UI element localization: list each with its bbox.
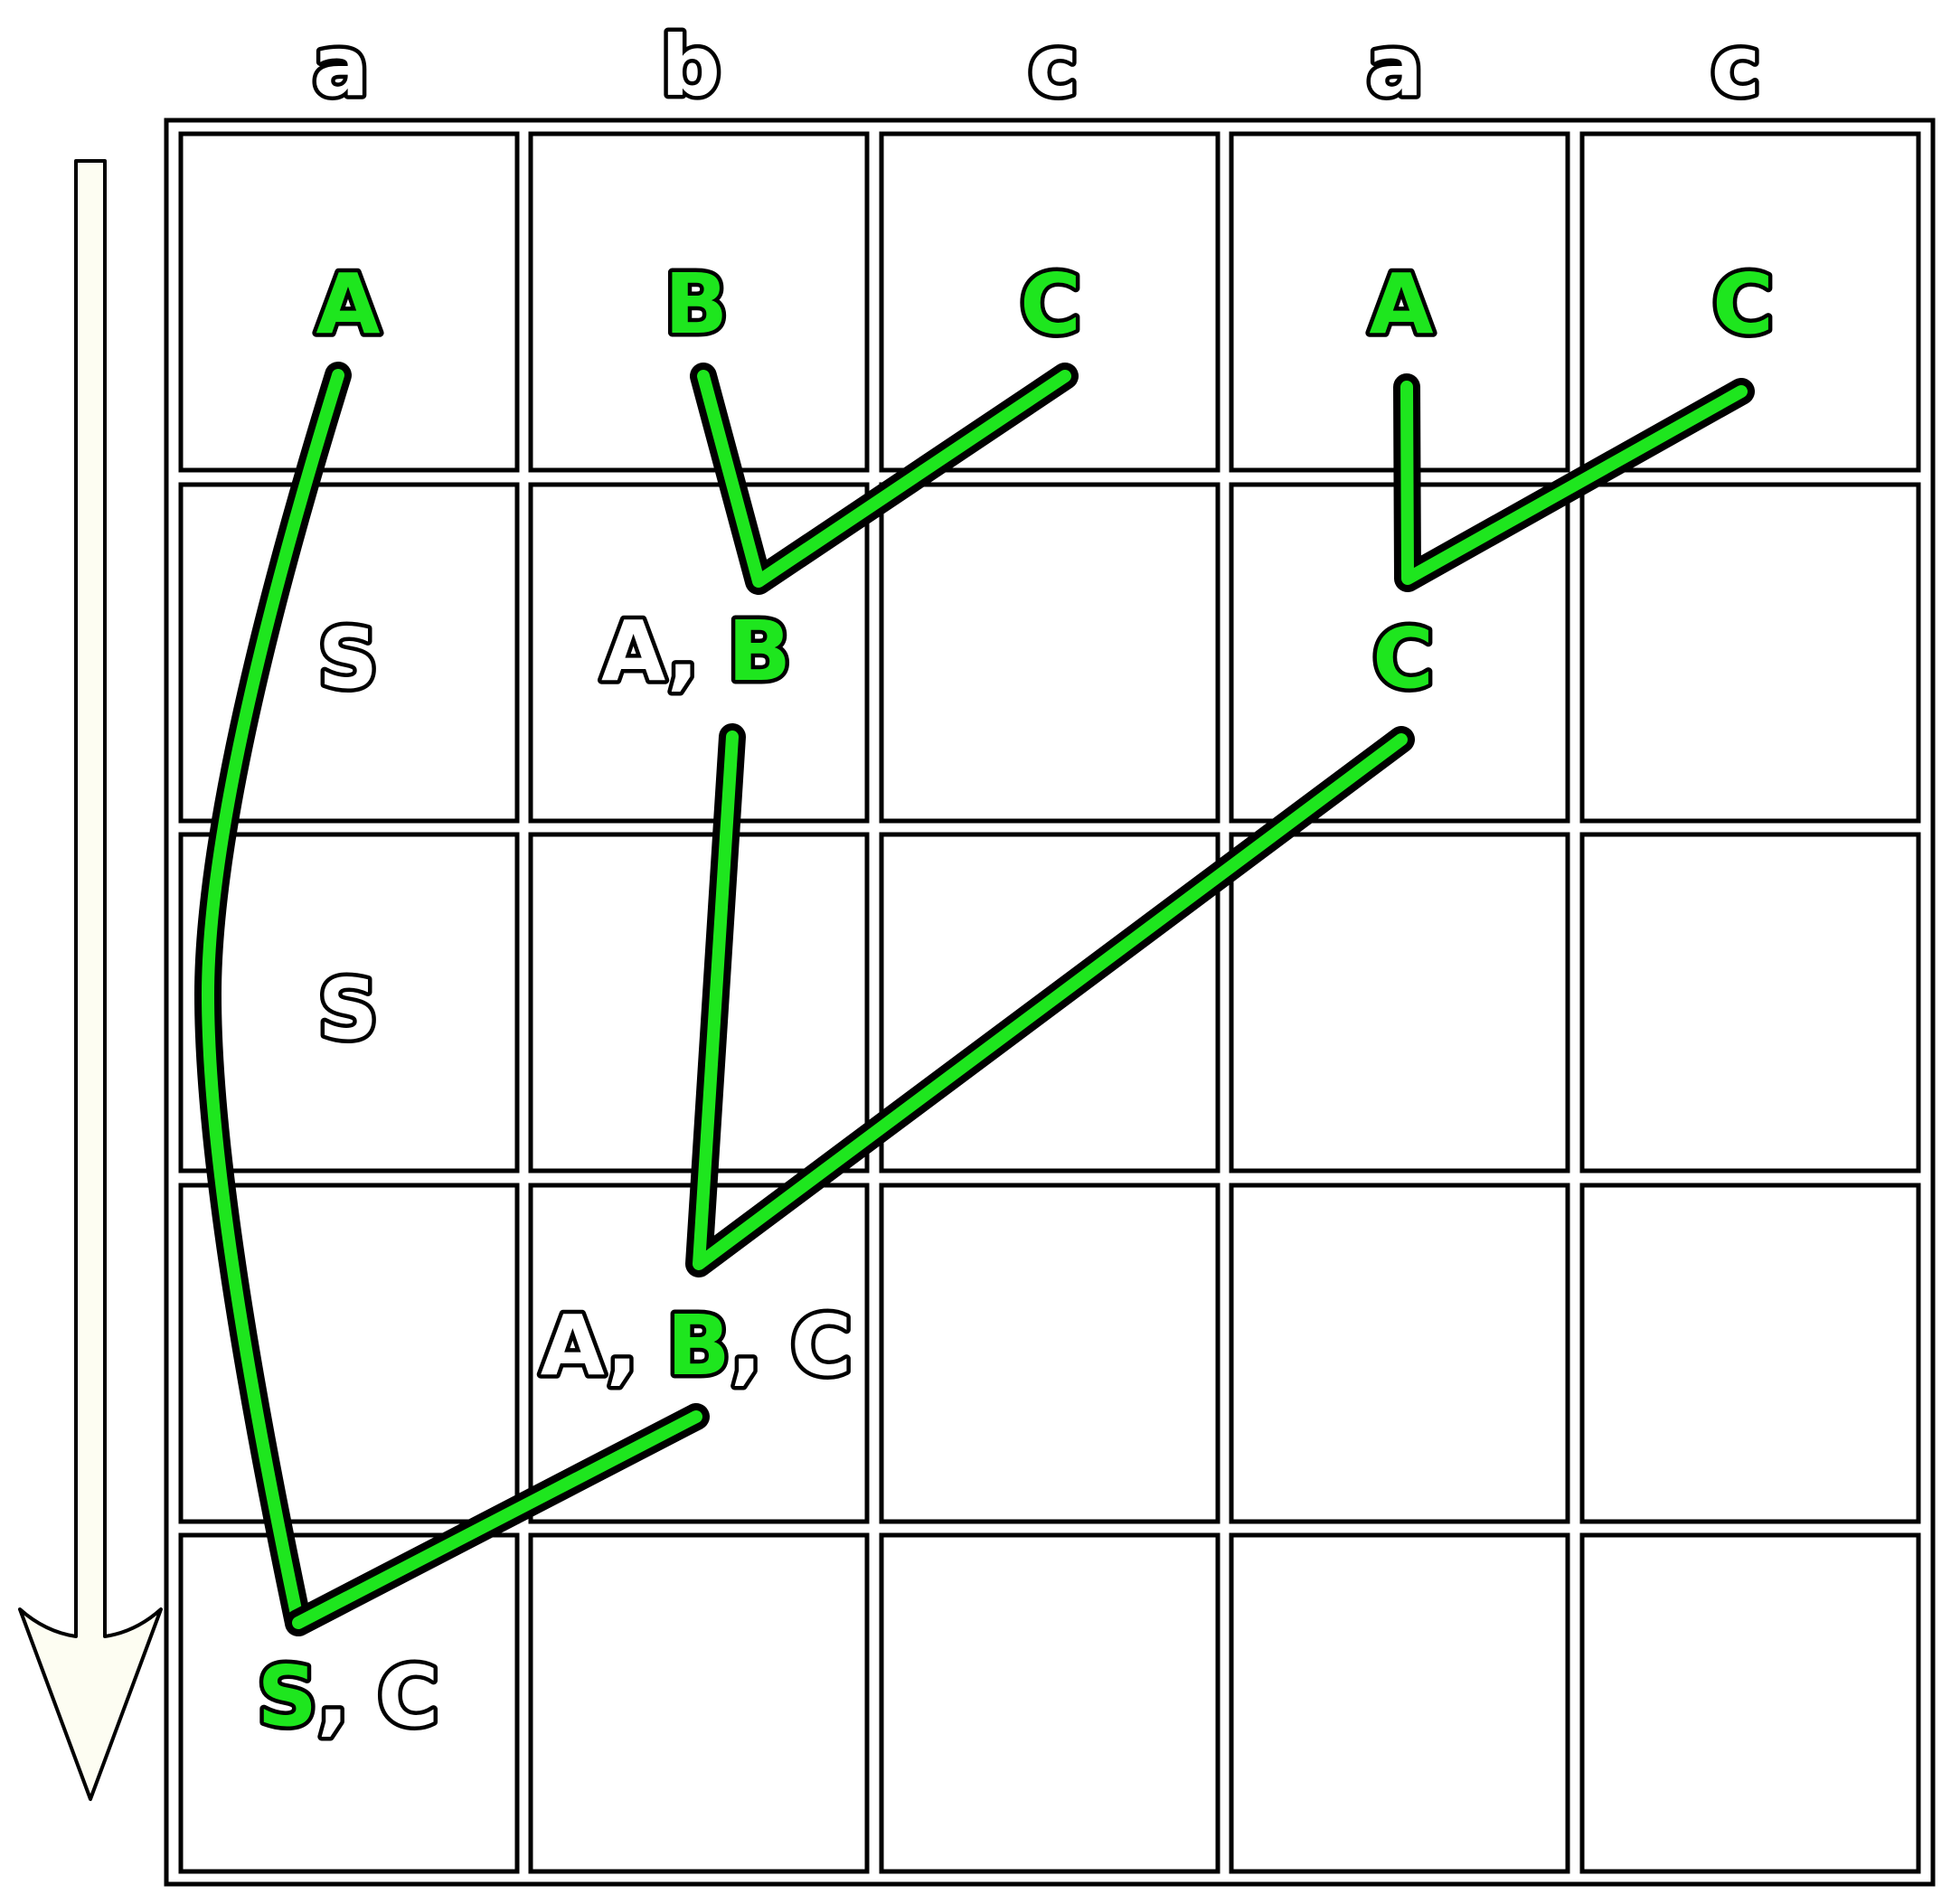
symbol: C bbox=[791, 1297, 853, 1394]
symbol: C bbox=[378, 1648, 439, 1745]
column-header-4: a bbox=[1367, 18, 1423, 115]
cell-label-r2-c1: S bbox=[318, 610, 378, 707]
highlighted-symbol: B bbox=[664, 256, 728, 353]
cell-label-r1-c5: C bbox=[1712, 256, 1774, 353]
edge-s-to-abc bbox=[285, 1403, 710, 1636]
edge-ab-to-abc bbox=[685, 723, 1415, 1277]
separator: , bbox=[667, 603, 728, 700]
symbol: S bbox=[318, 961, 378, 1058]
column-headers: a b c a c bbox=[308, 14, 1764, 119]
separator: , bbox=[317, 1648, 378, 1745]
edge-a-to-s-top bbox=[194, 362, 352, 1636]
highlighted-symbol: A bbox=[316, 256, 380, 353]
grid-cell-r5-c2 bbox=[528, 1532, 870, 1874]
grid-cell-r4-c5 bbox=[1579, 1183, 1921, 1524]
grid-cell-r5-c4 bbox=[1229, 1532, 1570, 1874]
grid-cell-r1-c3 bbox=[879, 131, 1221, 473]
highlighted-symbol: B bbox=[667, 1297, 730, 1394]
grid-cell-r1-c5 bbox=[1579, 131, 1921, 473]
grid-cell-r3-c5 bbox=[1579, 832, 1921, 1174]
grid-cell-r1-c2 bbox=[528, 131, 870, 473]
highlighted-symbol: B bbox=[728, 603, 791, 700]
cell-label-r1-c4: A bbox=[1369, 256, 1433, 353]
grid-cell-r5-c5 bbox=[1579, 1532, 1921, 1874]
grid-cell-r3-c1 bbox=[178, 832, 520, 1174]
highlighted-symbol: S bbox=[258, 1648, 317, 1745]
column-header-3: c bbox=[1029, 18, 1079, 115]
cell-label-r2-c2: A, B bbox=[601, 603, 791, 700]
derivation-edges bbox=[194, 362, 1755, 1636]
cell-label-r4-c2: A, B, C bbox=[541, 1297, 853, 1394]
grid-cell-r4-c3 bbox=[879, 1183, 1221, 1524]
grid-cell-r3-c4 bbox=[1229, 832, 1570, 1174]
grid bbox=[178, 131, 1921, 1874]
grid-frame bbox=[164, 118, 1936, 1887]
cell-label-r1-c1: A bbox=[316, 256, 380, 353]
highlighted-symbol: C bbox=[1020, 256, 1081, 353]
grid-cell-r2-c5 bbox=[1579, 482, 1921, 824]
separator: , bbox=[730, 1297, 791, 1394]
cell-label-r2-c4: C bbox=[1372, 610, 1434, 707]
grid-cell-r5-c3 bbox=[879, 1532, 1221, 1874]
edge-b-to-ab bbox=[690, 363, 1079, 595]
symbol: S bbox=[318, 610, 378, 707]
grid-cell-r4-c4 bbox=[1229, 1183, 1570, 1524]
symbol: A bbox=[601, 603, 667, 700]
highlighted-symbol: C bbox=[1372, 610, 1434, 707]
cell-label-r1-c2: B bbox=[664, 256, 728, 353]
down-arrow-icon bbox=[18, 159, 163, 1801]
column-header-2: b bbox=[661, 18, 721, 115]
column-header-1: a bbox=[313, 18, 369, 115]
highlighted-symbol: C bbox=[1712, 256, 1774, 353]
cell-labels: A B C A CS A, B CSA, B, CS, C bbox=[253, 252, 1777, 1749]
symbol: A bbox=[541, 1297, 607, 1394]
cell-label-r5-c1: S, C bbox=[258, 1648, 439, 1745]
cell-label-r3-c1: S bbox=[318, 961, 378, 1058]
edge-a-to-c bbox=[1393, 373, 1755, 592]
grid-cell-r2-c3 bbox=[879, 482, 1221, 824]
highlighted-symbol: A bbox=[1369, 256, 1433, 353]
separator: , bbox=[607, 1297, 667, 1394]
column-header-5: c bbox=[1711, 18, 1761, 115]
grid-cell-r1-c1 bbox=[178, 131, 520, 473]
cell-label-r1-c3: C bbox=[1020, 256, 1081, 353]
